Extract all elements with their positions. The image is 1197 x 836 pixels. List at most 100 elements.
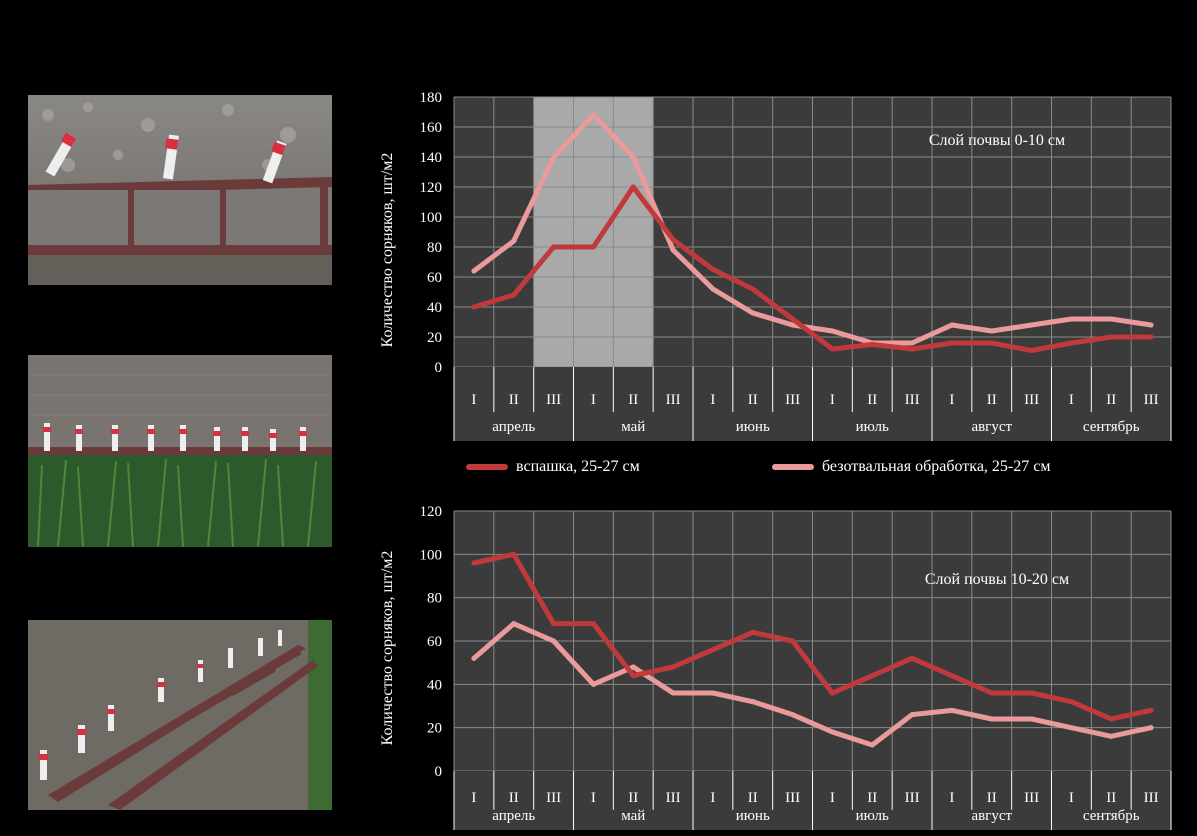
data-point-no-till bbox=[790, 712, 796, 718]
data-point-plowing bbox=[511, 551, 517, 557]
data-point-no-till bbox=[1068, 725, 1074, 731]
x-tick-label: III bbox=[666, 790, 681, 806]
y-tick-label: 60 bbox=[427, 634, 442, 650]
month-label: июль bbox=[856, 419, 889, 435]
data-point-no-till bbox=[989, 328, 995, 334]
data-point-no-till bbox=[989, 716, 995, 722]
x-tick-label: I bbox=[830, 790, 835, 806]
month-label: август bbox=[971, 808, 1012, 824]
y-tick-label: 120 bbox=[420, 504, 443, 520]
y-tick-label: 120 bbox=[420, 180, 443, 196]
y-tick-label: 100 bbox=[420, 210, 443, 226]
data-point-no-till bbox=[949, 707, 955, 713]
data-point-plowing bbox=[949, 340, 955, 346]
data-point-plowing bbox=[1068, 340, 1074, 346]
series-line-plowing bbox=[471, 551, 1154, 722]
data-point-plowing bbox=[551, 621, 557, 627]
x-tick-label: II bbox=[748, 790, 758, 806]
data-point-no-till bbox=[1108, 733, 1114, 739]
x-tick-label: II bbox=[987, 790, 997, 806]
month-label: июнь bbox=[736, 419, 770, 435]
data-point-plowing bbox=[511, 292, 517, 298]
data-point-plowing bbox=[630, 184, 636, 190]
data-point-plowing bbox=[590, 621, 596, 627]
x-tick-label: III bbox=[905, 790, 920, 806]
data-point-plowing bbox=[949, 673, 955, 679]
x-tick-label: III bbox=[546, 790, 561, 806]
x-tick-label: I bbox=[830, 392, 835, 408]
data-point-plowing bbox=[590, 244, 596, 250]
legend-swatch-plowing bbox=[466, 464, 508, 471]
data-point-no-till bbox=[630, 664, 636, 670]
y-tick-label: 160 bbox=[420, 120, 443, 136]
x-tick-label: III bbox=[785, 392, 800, 408]
data-point-no-till bbox=[590, 681, 596, 687]
x-tick-label: I bbox=[949, 790, 954, 806]
legend-item-plowing: вспашка, 25-27 см bbox=[466, 458, 640, 476]
data-point-no-till bbox=[1068, 316, 1074, 322]
data-point-plowing bbox=[1029, 348, 1035, 353]
data-point-plowing bbox=[790, 638, 796, 644]
month-label: сентябрь bbox=[1083, 808, 1140, 824]
data-point-no-till bbox=[551, 638, 557, 644]
data-point-no-till bbox=[909, 340, 915, 346]
data-point-plowing bbox=[829, 346, 835, 352]
data-point-plowing bbox=[869, 673, 875, 679]
data-point-plowing bbox=[1148, 707, 1154, 713]
x-tick-label: I bbox=[471, 392, 476, 408]
data-point-plowing bbox=[471, 304, 477, 310]
y-tick-label: 80 bbox=[427, 240, 442, 256]
data-point-plowing bbox=[989, 340, 995, 346]
x-tick-label: II bbox=[628, 392, 638, 408]
y-tick-label: 20 bbox=[427, 330, 442, 346]
data-point-no-till bbox=[750, 699, 756, 705]
x-tick-label: I bbox=[1069, 392, 1074, 408]
chart-top-ylabel: Количество сорняков, шт/м2 bbox=[379, 153, 396, 348]
month-label: апрель bbox=[492, 419, 535, 435]
month-label: май bbox=[621, 808, 645, 824]
series-line-plowing bbox=[471, 184, 1154, 353]
data-point-no-till bbox=[1108, 316, 1114, 322]
data-point-no-till bbox=[471, 268, 477, 274]
legend-label-no-till: безотвальная обработка, 25-27 см bbox=[822, 458, 1051, 475]
data-point-no-till bbox=[670, 247, 676, 253]
data-point-no-till bbox=[511, 238, 517, 244]
x-tick-label: III bbox=[1024, 790, 1039, 806]
x-tick-label: II bbox=[628, 790, 638, 806]
month-label: апрель bbox=[492, 808, 535, 824]
legend-item-no-till: безотвальная обработка, 25-27 см bbox=[772, 458, 1050, 476]
y-tick-label: 0 bbox=[435, 764, 443, 780]
data-point-plowing bbox=[551, 244, 557, 250]
y-tick-label: 20 bbox=[427, 721, 442, 737]
data-point-plowing bbox=[710, 267, 716, 272]
data-point-no-till bbox=[511, 621, 517, 627]
x-tick-label: II bbox=[509, 392, 519, 408]
data-point-no-till bbox=[1148, 725, 1154, 731]
x-tick-label: III bbox=[785, 790, 800, 806]
data-point-plowing bbox=[989, 690, 995, 696]
month-label: июль bbox=[856, 808, 889, 824]
x-tick-label: I bbox=[591, 392, 596, 408]
data-point-plowing bbox=[1029, 690, 1035, 696]
data-point-plowing bbox=[670, 237, 676, 242]
month-label: май bbox=[621, 419, 645, 435]
series-line-no-till bbox=[471, 112, 1154, 346]
y-tick-label: 140 bbox=[420, 150, 443, 166]
data-point-no-till bbox=[590, 112, 596, 118]
x-tick-label: II bbox=[1106, 392, 1116, 408]
x-tick-label: II bbox=[867, 392, 877, 408]
data-point-plowing bbox=[630, 673, 636, 679]
x-tick-label: III bbox=[546, 392, 561, 408]
data-point-plowing bbox=[1148, 334, 1154, 340]
data-point-plowing bbox=[750, 629, 756, 635]
data-point-no-till bbox=[670, 690, 676, 696]
y-tick-label: 0 bbox=[435, 360, 443, 376]
data-point-no-till bbox=[551, 154, 557, 160]
x-tick-label: II bbox=[987, 392, 997, 408]
x-tick-label: I bbox=[1069, 790, 1074, 806]
data-point-plowing bbox=[1108, 716, 1114, 722]
field-photo-middle bbox=[28, 355, 332, 547]
chart-top-shaded-period bbox=[533, 97, 654, 367]
y-tick-label: 40 bbox=[427, 677, 442, 693]
